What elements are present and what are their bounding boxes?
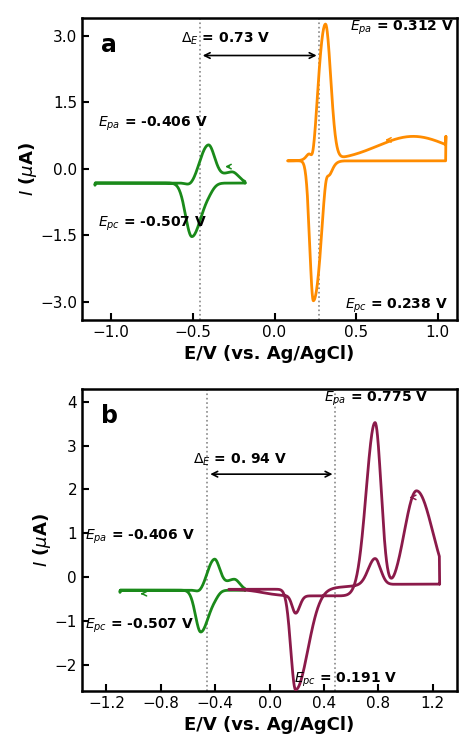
Text: $\Delta_{E}$ = 0. 94 V: $\Delta_{E}$ = 0. 94 V xyxy=(193,452,287,469)
Text: $E_{pa}$ = 0.312 V: $E_{pa}$ = 0.312 V xyxy=(350,18,454,37)
Text: $E_{pc}$ = 0.238 V: $E_{pc}$ = 0.238 V xyxy=(345,297,447,315)
Text: $E_{pc}$ = -0.507 V: $E_{pc}$ = -0.507 V xyxy=(98,215,207,233)
X-axis label: E/V (vs. Ag/AgCl): E/V (vs. Ag/AgCl) xyxy=(184,716,355,734)
Text: $E_{pa}$ = -0.406 V: $E_{pa}$ = -0.406 V xyxy=(98,115,208,133)
Text: $E_{pc}$ = 0.191 V: $E_{pc}$ = 0.191 V xyxy=(294,671,398,689)
Text: a: a xyxy=(100,33,117,57)
Text: b: b xyxy=(100,404,118,428)
X-axis label: E/V (vs. Ag/AgCl): E/V (vs. Ag/AgCl) xyxy=(184,345,355,363)
Text: $\Delta_{E}$ = 0.73 V: $\Delta_{E}$ = 0.73 V xyxy=(181,30,270,47)
Text: $E_{pc}$ = -0.507 V: $E_{pc}$ = -0.507 V xyxy=(85,617,194,635)
Y-axis label: $I$ ($\mu$A): $I$ ($\mu$A) xyxy=(31,513,53,567)
Y-axis label: $I$ ($\mu$A): $I$ ($\mu$A) xyxy=(17,142,39,196)
Text: $E_{pa}$ = 0.775 V: $E_{pa}$ = 0.775 V xyxy=(324,390,428,409)
Text: $E_{pa}$ = -0.406 V: $E_{pa}$ = -0.406 V xyxy=(85,528,194,546)
